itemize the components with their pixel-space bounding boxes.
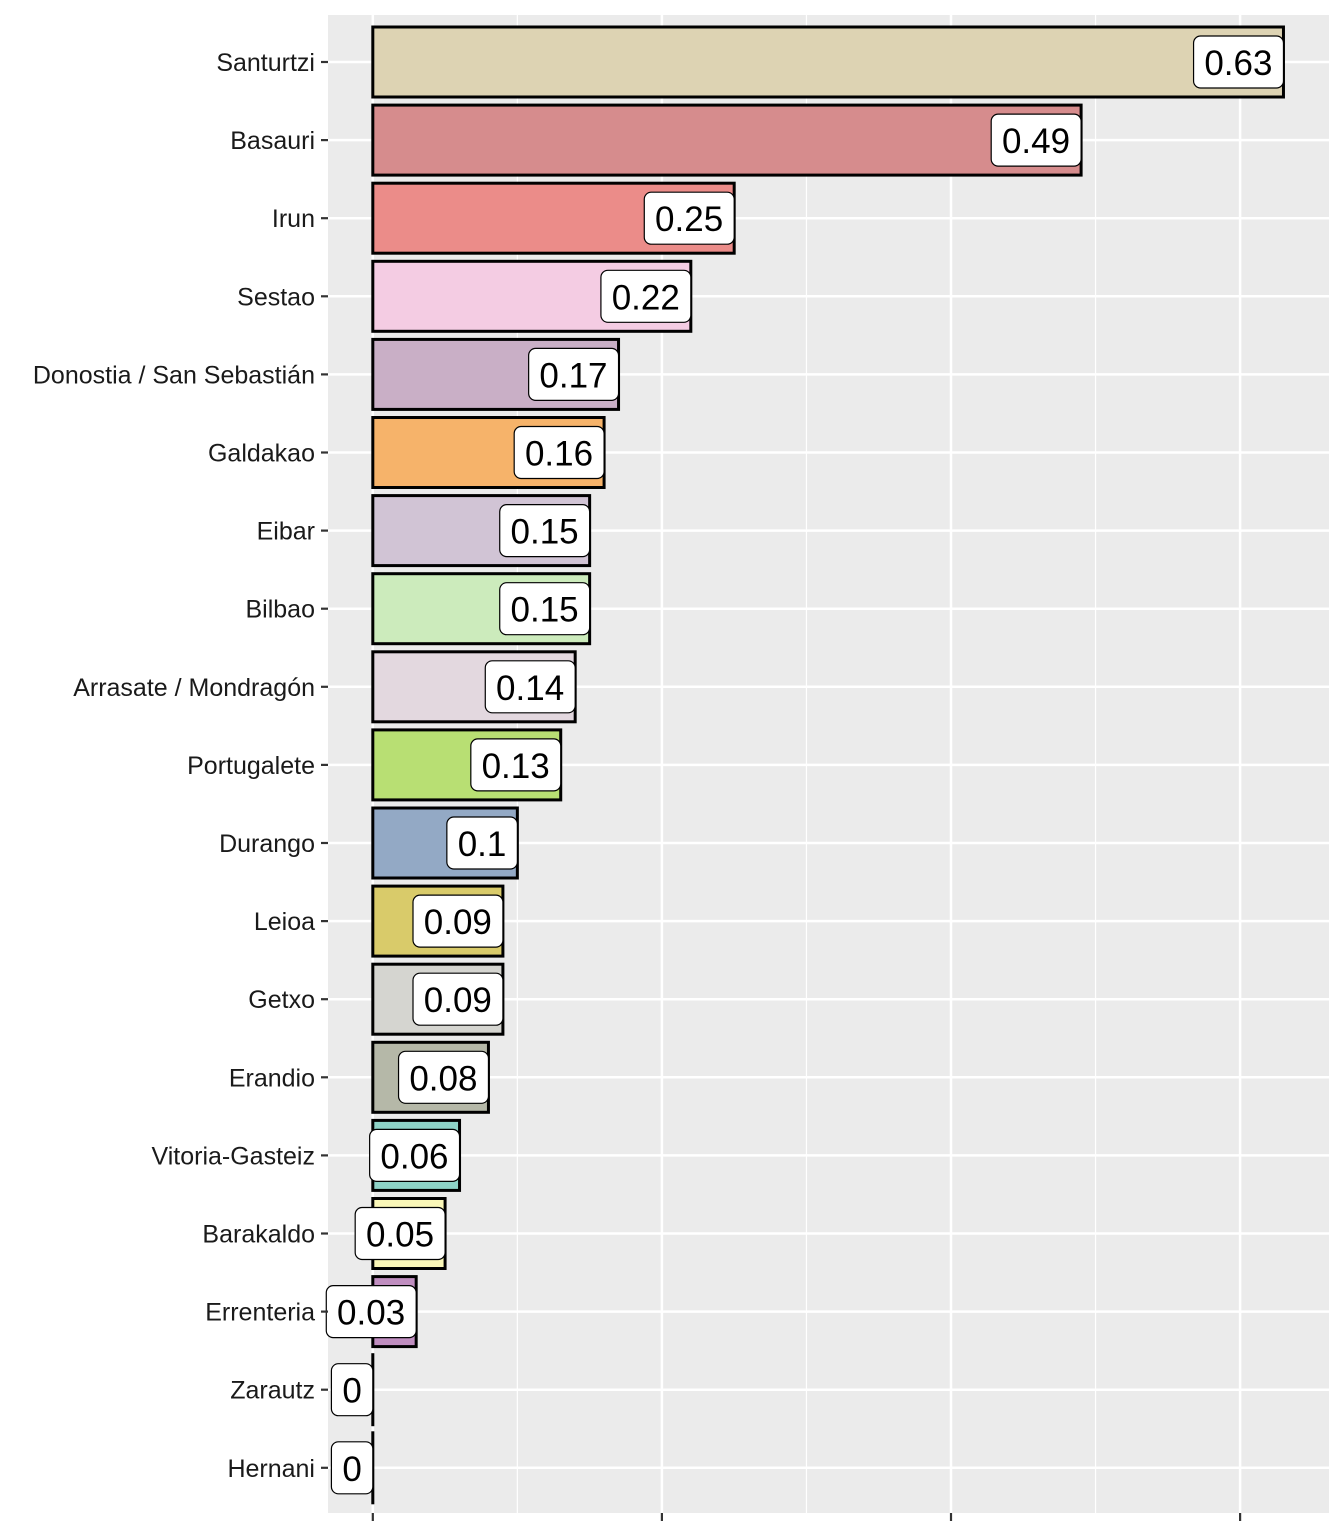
value-label-text: 0.08 bbox=[409, 1059, 477, 1098]
value-label-text: 0.49 bbox=[1002, 122, 1070, 161]
value-label-box bbox=[330, 1363, 374, 1417]
value-label-box bbox=[484, 660, 576, 714]
y-tick-label: Hernani bbox=[227, 1455, 315, 1483]
value-label-text: 0 bbox=[342, 1372, 361, 1411]
value-label: 0.63 bbox=[1192, 35, 1285, 89]
value-label: 0.14 bbox=[484, 660, 576, 714]
value-label: 0.15 bbox=[499, 582, 591, 636]
value-label-box bbox=[600, 269, 692, 323]
y-tick-label: Santurtzi bbox=[216, 49, 315, 77]
value-label-text: 0.22 bbox=[612, 278, 680, 317]
y-tick-label: Portugalete bbox=[187, 752, 315, 780]
y-tick-label: Erandio bbox=[229, 1064, 315, 1092]
value-label-box bbox=[499, 504, 591, 558]
value-label: 0.13 bbox=[470, 738, 562, 792]
value-label-box bbox=[470, 738, 562, 792]
value-label-text: 0.09 bbox=[424, 981, 492, 1020]
value-label-box bbox=[499, 582, 591, 636]
y-tick-label: Getxo bbox=[248, 986, 315, 1014]
value-label: 0 bbox=[330, 1363, 374, 1417]
bar-basauri bbox=[371, 103, 1083, 177]
value-label-box bbox=[330, 1441, 374, 1495]
bar-santurtzi bbox=[371, 25, 1285, 99]
value-label-box bbox=[412, 894, 504, 948]
value-label-text: 0.25 bbox=[655, 200, 723, 239]
y-tick-label: Donostia / San Sebastián bbox=[33, 361, 315, 389]
value-label-box bbox=[528, 347, 620, 401]
value-label: 0.1 bbox=[446, 816, 518, 870]
value-label-text: 0.09 bbox=[424, 903, 492, 942]
y-tick-label: Galdakao bbox=[208, 440, 315, 468]
y-tick-label: Eibar bbox=[257, 518, 315, 546]
value-label-text: 0.05 bbox=[366, 1216, 434, 1255]
value-label: 0.05 bbox=[354, 1206, 446, 1261]
value-label-text: 0.16 bbox=[525, 435, 593, 474]
value-label: 0.22 bbox=[600, 269, 692, 323]
value-label-box bbox=[990, 113, 1082, 167]
y-tick-label: Vitoria-Gasteiz bbox=[152, 1142, 316, 1170]
value-label-box bbox=[643, 191, 735, 245]
value-label: 0.25 bbox=[643, 191, 735, 245]
y-tick-label: Irun bbox=[272, 205, 315, 233]
value-label: 0.17 bbox=[528, 347, 620, 401]
y-tick-label: Durango bbox=[219, 830, 315, 858]
value-label-text: 0.63 bbox=[1204, 44, 1272, 83]
value-label: 0.16 bbox=[513, 425, 605, 480]
value-label-box bbox=[369, 1128, 461, 1183]
value-label-box bbox=[412, 972, 504, 1026]
value-label-text: 0.15 bbox=[511, 513, 579, 552]
y-tick-label: Barakaldo bbox=[202, 1221, 315, 1249]
value-label: 0 bbox=[330, 1441, 374, 1495]
value-label: 0.09 bbox=[412, 972, 504, 1026]
value-label: 0.03 bbox=[325, 1284, 417, 1339]
value-label-text: 0.17 bbox=[539, 356, 607, 395]
y-tick-label: Bilbao bbox=[246, 596, 316, 624]
value-label-box bbox=[446, 816, 518, 870]
value-label-text: 0.1 bbox=[458, 825, 507, 864]
value-label: 0.09 bbox=[412, 894, 504, 948]
value-label-text: 0.13 bbox=[482, 747, 550, 786]
value-label-box bbox=[1192, 35, 1285, 89]
value-labels: 0.63 0.49 0.25 0.220.17 0.16 0.15 0.15 0.14 0.13… bbox=[325, 35, 1285, 1495]
y-tick-label: Arrasate / Mondragón bbox=[73, 674, 315, 702]
y-tick-label: Basauri bbox=[230, 127, 315, 155]
x-axis bbox=[371, 1513, 1242, 1521]
value-label-text: 0.14 bbox=[496, 669, 564, 708]
value-label-box bbox=[513, 425, 605, 480]
value-label-text: 0.03 bbox=[337, 1294, 405, 1333]
value-label-text: 0 bbox=[342, 1450, 361, 1489]
value-label-box bbox=[354, 1206, 446, 1261]
value-label-box bbox=[397, 1050, 490, 1104]
value-label: 0.15 bbox=[499, 504, 591, 558]
y-tick-label: Sestao bbox=[237, 283, 315, 311]
value-label-text: 0.15 bbox=[511, 591, 579, 630]
y-axis: Santurtzi Basauri Irun Sestao Donostia / San… bbox=[33, 49, 328, 1483]
value-label-text: 0.06 bbox=[380, 1137, 448, 1176]
y-tick-label: Zarautz bbox=[230, 1377, 315, 1405]
value-label: 0.06 bbox=[369, 1128, 461, 1183]
y-tick-label: Leioa bbox=[254, 908, 315, 936]
value-label: 0.08 bbox=[397, 1050, 490, 1104]
y-tick-label: Errenteria bbox=[205, 1299, 315, 1327]
value-label: 0.49 bbox=[990, 113, 1082, 167]
